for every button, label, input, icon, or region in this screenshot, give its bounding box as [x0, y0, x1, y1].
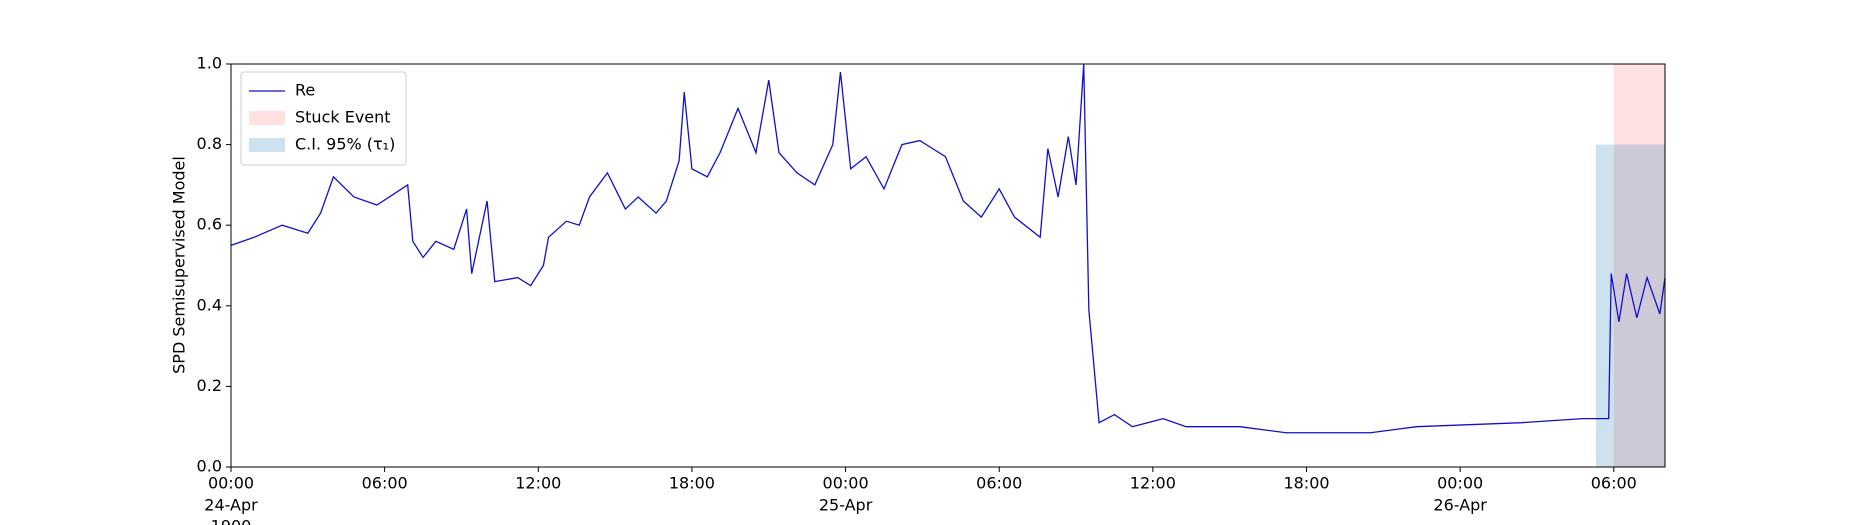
y-tick-label: 1.0	[197, 54, 222, 73]
x-tick-label: 06:00	[976, 474, 1022, 493]
y-tick-label: 0.0	[197, 457, 222, 476]
legend-swatch	[249, 111, 285, 125]
legend-label: Stuck Event	[295, 108, 391, 127]
legend-swatch	[249, 138, 285, 152]
x-tick-label: 12:00	[1130, 474, 1176, 493]
x-tick-label: 00:00	[208, 474, 254, 493]
x-tick-label: 18:00	[669, 474, 715, 493]
plot-frame	[230, 63, 1666, 468]
y-tick-label: 0.6	[197, 215, 222, 234]
y-tick-label: 0.2	[197, 376, 222, 395]
x-tick-label: 00:00	[1437, 474, 1483, 493]
x-tick-label: 06:00	[1591, 474, 1637, 493]
y-axis-label: SPD Semisupervised Model	[170, 156, 189, 374]
x-tick-label: 12:00	[515, 474, 561, 493]
legend-label: C.I. 95% (τ₁)	[295, 135, 395, 154]
y-tick-label: 0.4	[197, 295, 222, 314]
x-tick-day-label: 26-Apr	[1433, 496, 1487, 515]
x-tick-year-label: 1900	[211, 517, 252, 525]
x-tick-label: 18:00	[1283, 474, 1329, 493]
x-tick-day-label: 24-Apr	[204, 496, 258, 515]
line	[230, 63, 1666, 434]
legend-box	[240, 71, 407, 166]
x-tick-label: 06:00	[362, 474, 408, 493]
span	[1613, 64, 1665, 467]
legend: Re Stuck Event C.I. 95% (τ₁)	[240, 71, 407, 166]
x-tick-label: 00:00	[823, 474, 869, 493]
legend-label: Re	[295, 81, 315, 100]
x-tick-day-label: 25-Apr	[819, 496, 873, 515]
span	[1595, 144, 1665, 467]
y-tick-label: 0.8	[197, 134, 222, 153]
